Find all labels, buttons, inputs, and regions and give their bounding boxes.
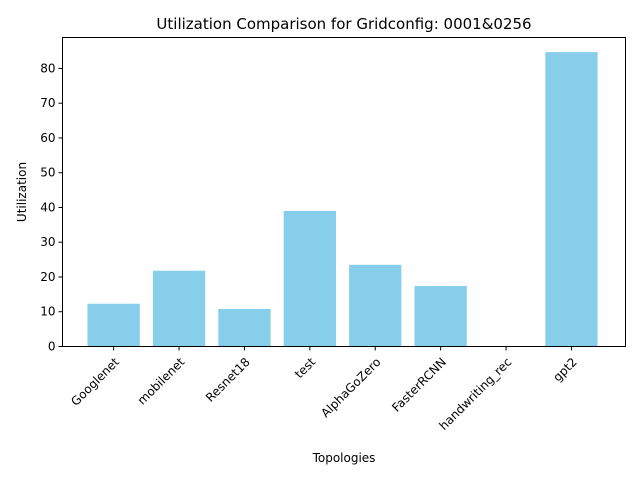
y-tick-label: 0 (48, 340, 56, 354)
y-tick-label: 70 (40, 96, 55, 110)
bar-AlphaGoZero (349, 264, 402, 347)
y-tick-label: 80 (40, 61, 55, 75)
bar-mobilenet (152, 270, 206, 347)
plot-area (87, 52, 598, 347)
bar-gpt2 (545, 52, 598, 347)
bar-Resnet18 (218, 308, 271, 347)
bar-test (283, 210, 336, 347)
y-tick-label: 20 (40, 270, 55, 284)
x-axis-label: Topologies (312, 451, 376, 465)
y-axis: 0 10 20 30 40 50 60 70 80 (40, 61, 63, 354)
bar-FasterRCNN (414, 286, 467, 347)
y-tick-label: 40 (40, 200, 55, 214)
y-tick-label: 10 (40, 305, 55, 319)
bar-Googlenet (87, 303, 140, 347)
y-tick-label: 50 (40, 166, 55, 180)
chart-title: Utilization Comparison for Gridconfig: 0… (156, 15, 531, 33)
y-tick-label: 30 (40, 235, 55, 249)
y-tick-label: 60 (40, 131, 55, 145)
y-axis-label: Utilization (15, 162, 29, 222)
plot-frame (62, 37, 626, 347)
